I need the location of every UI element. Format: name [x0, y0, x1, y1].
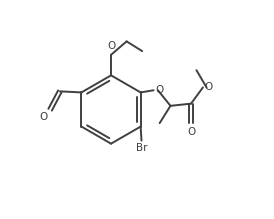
- Text: O: O: [187, 127, 196, 137]
- Text: O: O: [39, 112, 47, 122]
- Text: Br: Br: [136, 143, 147, 153]
- Text: O: O: [205, 82, 213, 92]
- Text: O: O: [155, 85, 164, 95]
- Text: O: O: [107, 41, 115, 51]
